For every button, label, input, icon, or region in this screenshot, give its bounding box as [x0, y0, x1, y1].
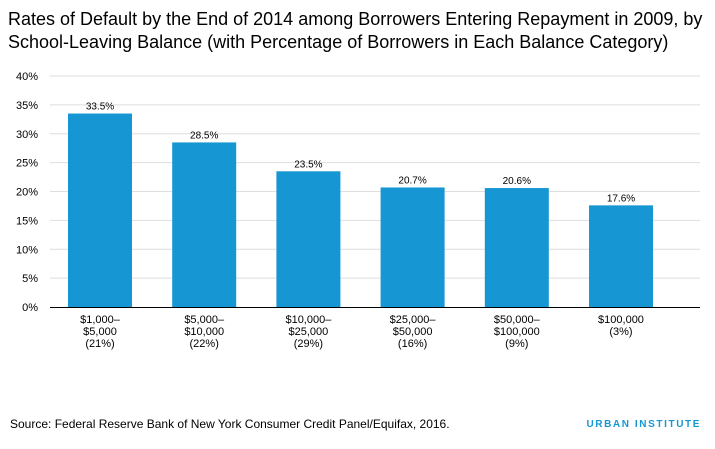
x-tick-label: (16%) [398, 338, 427, 350]
bar [68, 113, 132, 307]
x-tick-label: $25,000– [390, 314, 437, 326]
source-note: Source: Federal Reserve Bank of New York… [10, 417, 450, 431]
x-tick-label: $25,000 [289, 326, 329, 338]
x-tick-label: (29%) [294, 338, 323, 350]
bar [484, 188, 549, 307]
bar [589, 205, 653, 307]
data-label: 28.5% [190, 130, 218, 141]
x-tick-label: $5,000 [83, 326, 117, 338]
y-tick-label: 0% [22, 302, 38, 314]
y-tick-label: 35% [16, 100, 38, 112]
y-tick-label: 25% [16, 158, 38, 170]
x-tick-label: $50,000– [494, 314, 541, 326]
y-tick-label: 10% [16, 244, 38, 256]
data-labels: 33.5% 28.5% 23.5% 20.7% 20.6% 17.6% [86, 102, 635, 205]
x-tick-label: $50,000 [393, 326, 433, 338]
y-tick-label: 15% [16, 215, 38, 227]
bars [68, 113, 653, 307]
x-tick-label: (9%) [505, 338, 528, 350]
y-tick-label: 20% [16, 187, 38, 199]
data-label: 33.5% [86, 102, 114, 113]
data-label: 23.5% [294, 159, 322, 170]
x-tick-label: $1,000– [80, 314, 121, 326]
bar [172, 142, 237, 307]
x-tick-label: $10,000 [184, 326, 224, 338]
bar [276, 171, 341, 307]
y-axis-ticks: 0% 5% 10% 15% 20% 25% 30% 35% 40% [16, 71, 38, 314]
x-tick-label: $100,000 [494, 326, 540, 338]
y-tick-label: 5% [22, 273, 38, 285]
data-label: 20.7% [398, 175, 426, 186]
x-tick-label: (22%) [190, 338, 219, 350]
data-label: 20.6% [503, 176, 531, 187]
chart-title: Rates of Default by the End of 2014 amon… [8, 9, 703, 52]
x-tick-label: $10,000– [285, 314, 332, 326]
x-axis-ticks: $1,000–$5,000(21%) $5,000–$10,000(22%) $10… [80, 314, 644, 350]
y-tick-label: 30% [16, 129, 38, 141]
x-tick-label: (3%) [609, 326, 632, 338]
x-tick-label: $5,000– [184, 314, 225, 326]
bar [380, 187, 445, 307]
x-tick-label: (21%) [85, 338, 114, 350]
brand-logo: URBAN INSTITUTE [586, 419, 701, 430]
data-label: 17.6% [607, 193, 635, 204]
y-tick-label: 40% [16, 71, 38, 83]
x-tick-label: $100,000 [598, 314, 644, 326]
